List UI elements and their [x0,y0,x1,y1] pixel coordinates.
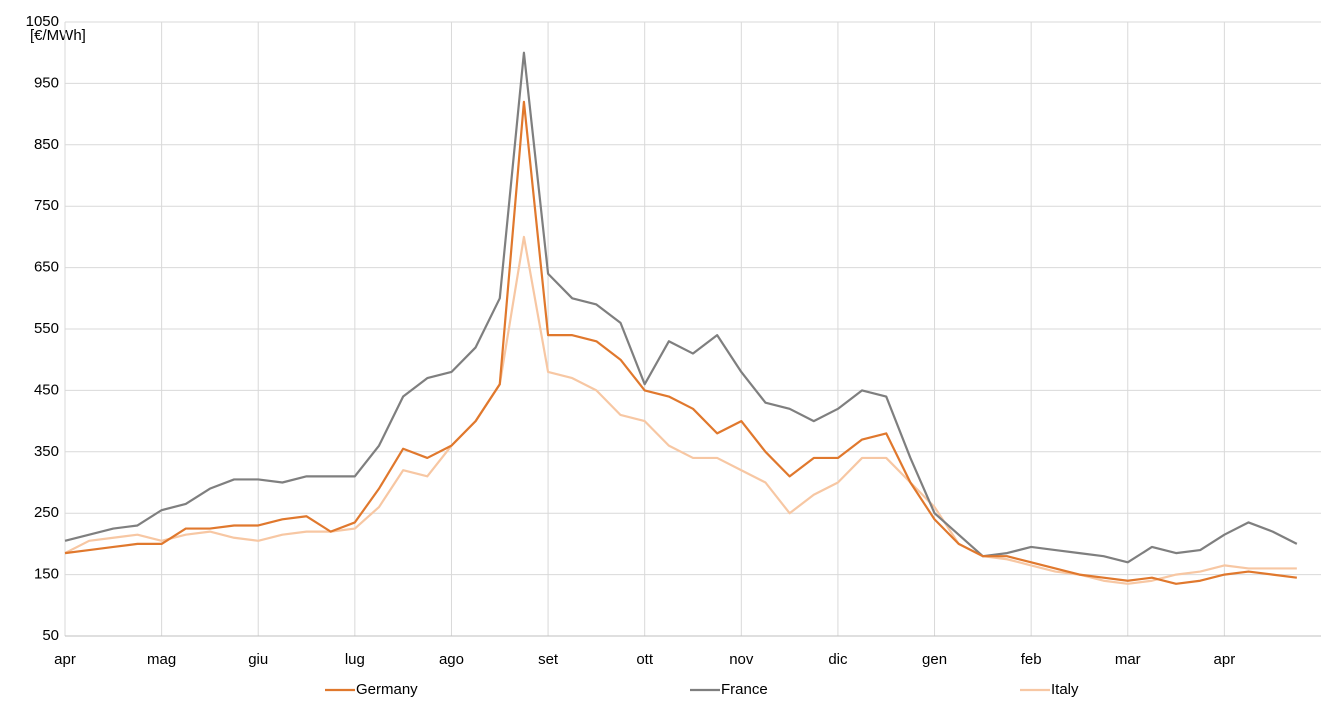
x-tick-label: ago [439,651,464,668]
x-tick-label: gen [922,651,947,668]
y-tick-label: 950 [34,74,59,91]
y-axis-label: [€/MWh] [30,27,86,44]
x-tick-label: apr [54,651,76,668]
y-tick-label: 850 [34,136,59,153]
y-tick-label: 250 [34,504,59,521]
x-tick-label: apr [1214,651,1236,668]
legend-label: Italy [1051,681,1079,698]
legend-label: France [721,681,768,698]
y-tick-label: 550 [34,320,59,337]
x-tick-label: mag [147,651,176,668]
legend-label: Germany [356,681,418,698]
x-tick-label: nov [729,651,754,668]
y-tick-label: 50 [42,627,59,644]
line-series [64,100,1297,585]
y-tick-label: 150 [34,566,59,583]
y-tick-label: 650 [34,259,59,276]
y-tick-label: 450 [34,381,59,398]
y-tick-label: 350 [34,443,59,460]
x-tick-label: giu [248,651,268,668]
line-series [64,51,1298,564]
x-tick-label: ott [636,651,654,668]
x-tick-label: dic [828,651,848,668]
line-series [64,235,1297,585]
y-tick-label: 1050 [26,13,59,30]
x-tick-label: mar [1115,651,1141,668]
x-tick-label: set [538,651,559,668]
x-tick-label: lug [345,651,365,668]
y-tick-label: 750 [34,197,59,214]
x-tick-label: feb [1021,651,1042,668]
